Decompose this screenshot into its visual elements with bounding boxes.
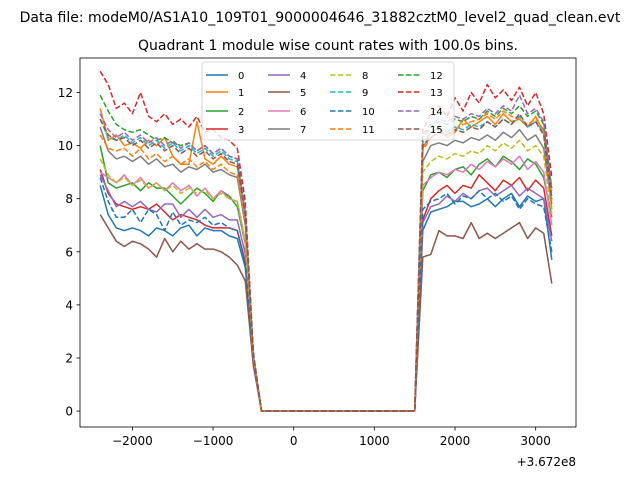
legend-label-1: 1 <box>238 88 244 99</box>
y-axis: 0 2 4 6 8 10 12 <box>58 86 80 419</box>
legend-frame <box>201 61 455 141</box>
legend-label-10: 10 <box>362 107 375 118</box>
x-tick-label: 0 <box>290 434 298 448</box>
x-tick-label: 2000 <box>440 434 471 448</box>
legend-label-7: 7 <box>300 125 306 136</box>
plot-frame <box>79 57 577 428</box>
series-4-line <box>99 174 553 412</box>
legend-label-14: 14 <box>430 107 443 118</box>
legend-label-4: 4 <box>300 71 306 82</box>
series-3-line <box>99 169 553 412</box>
legend-label-8: 8 <box>362 71 368 82</box>
series-1-line <box>99 108 553 412</box>
x-offset-label: +3.672e8 <box>517 455 576 469</box>
legend-label-0: 0 <box>238 71 244 82</box>
x-tick-label: −1000 <box>193 434 234 448</box>
y-tick-label: 10 <box>58 139 73 153</box>
y-tick-label: 4 <box>65 298 73 312</box>
legend-label-3: 3 <box>238 125 244 136</box>
series-15-line <box>99 112 553 412</box>
y-tick-label: 6 <box>65 245 73 259</box>
series-0-line <box>99 185 553 412</box>
series-10-line <box>99 177 553 412</box>
series-6-line <box>99 155 553 412</box>
series-layer <box>99 70 553 412</box>
series-7-line <box>99 126 553 412</box>
legend-label-2: 2 <box>238 107 244 118</box>
y-tick-label: 8 <box>65 192 73 206</box>
legend-label-12: 12 <box>430 71 443 82</box>
y-tick-label: 2 <box>65 351 73 365</box>
legend-label-13: 13 <box>430 88 443 99</box>
x-axis: −2000 −1000 0 1000 2000 3000 <box>112 427 551 448</box>
legend-label-15: 15 <box>430 125 443 136</box>
y-tick-label: 0 <box>65 405 73 419</box>
legend-label-11: 11 <box>362 125 375 136</box>
x-tick-label: −2000 <box>112 434 153 448</box>
x-tick-label: 3000 <box>520 434 551 448</box>
series-14-line <box>99 94 553 412</box>
series-2-line <box>99 145 553 412</box>
legend-label-9: 9 <box>362 88 368 99</box>
series-8-line <box>99 139 553 412</box>
legend-label-5: 5 <box>300 88 306 99</box>
figure-suptitle: Data file: modeM0/AS1A10_109T01_90000046… <box>20 10 621 26</box>
y-tick-label: 12 <box>58 86 73 100</box>
series-11-line <box>99 110 553 412</box>
legend-label-6: 6 <box>300 107 306 118</box>
chart-title: Quadrant 1 module wise count rates with … <box>138 38 518 54</box>
x-tick-label: 1000 <box>359 434 390 448</box>
series-5-line <box>99 214 553 412</box>
